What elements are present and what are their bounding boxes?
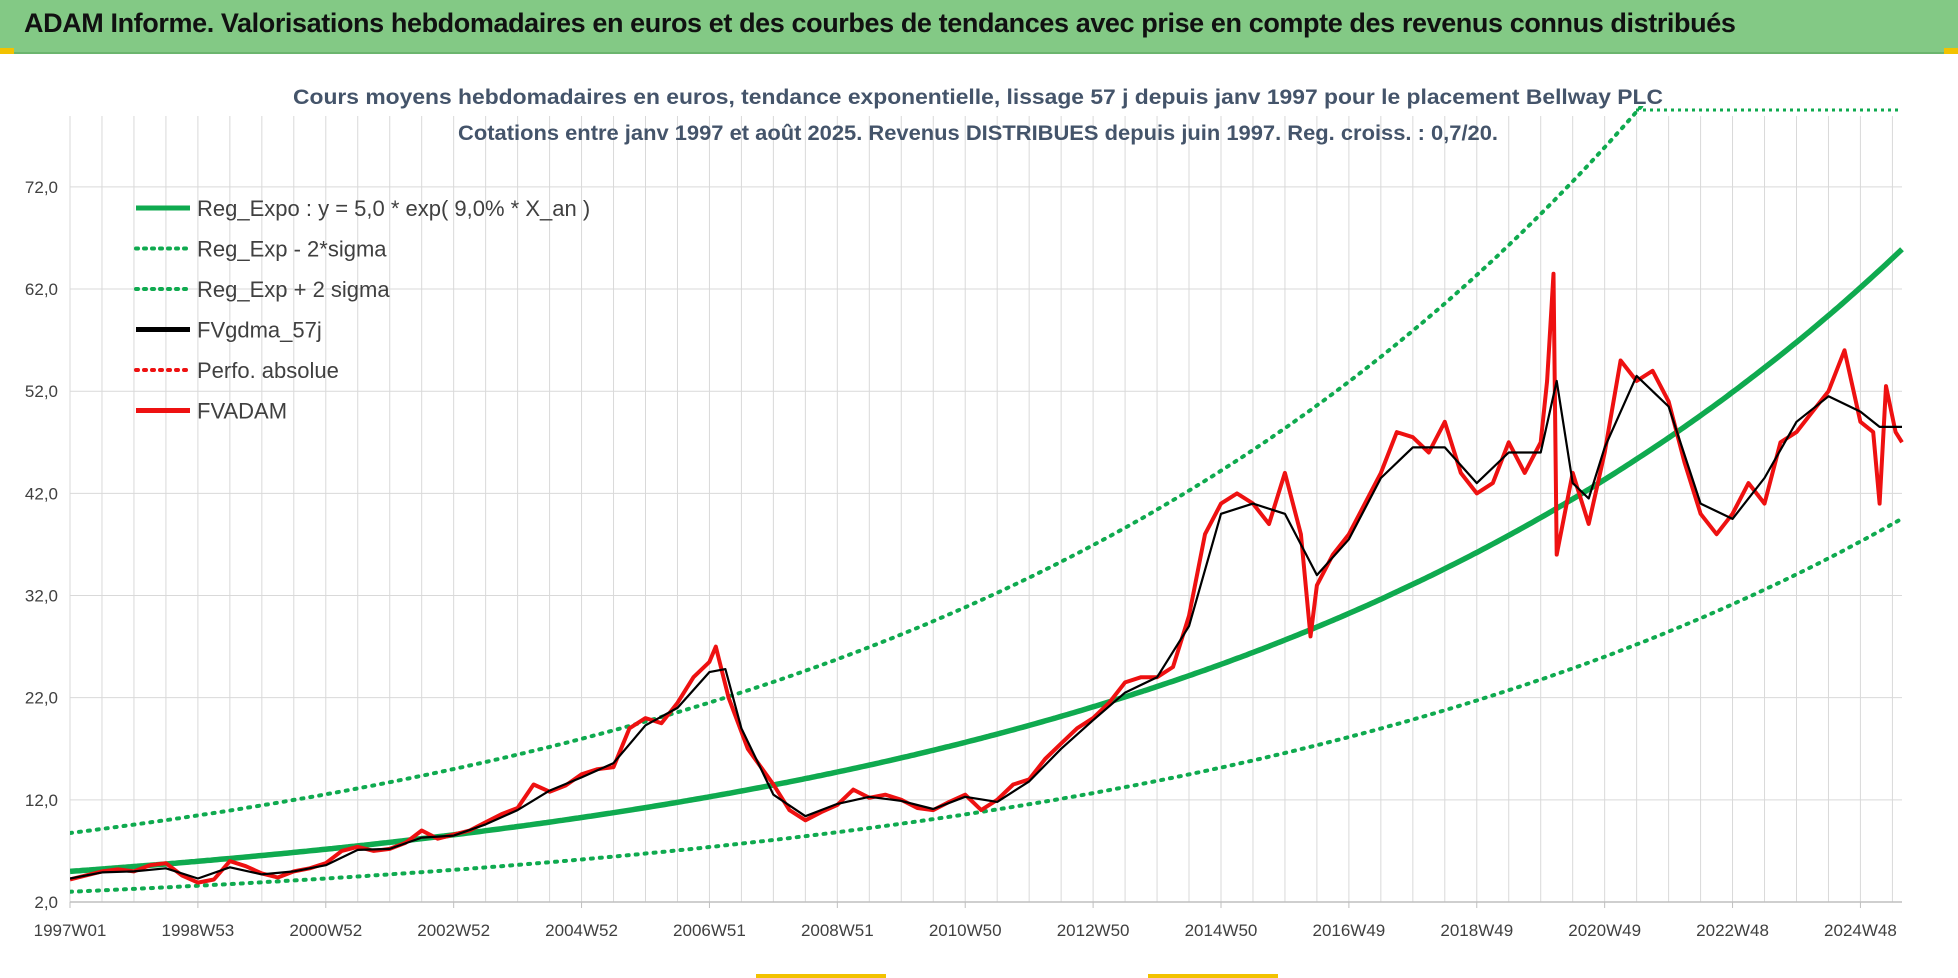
chart-subtitle: Cotations entre janv 1997 et août 2025. …	[458, 122, 1498, 145]
corner-mark-right	[1944, 48, 1958, 54]
series-reg-exp-plus-2-sigma	[70, 106, 1645, 835]
x-tick-label: 2016W49	[1312, 921, 1385, 940]
series	[70, 106, 1904, 894]
chart-title: Cours moyens hebdomadaires en euros, ten…	[293, 86, 1663, 109]
y-tick-label: 12,0	[25, 791, 58, 810]
x-tick-label: 2024W48	[1824, 921, 1897, 940]
legend-label: FVADAM	[197, 399, 287, 424]
legend-label: Reg_Exp + 2 sigma	[197, 277, 390, 302]
corner-mark-left	[0, 48, 14, 54]
x-tick-label: 2002W52	[417, 921, 490, 940]
y-tick-label: 62,0	[25, 280, 58, 299]
chart-title-group: Cours moyens hebdomadaires en euros, ten…	[293, 86, 1663, 145]
header-title: ADAM Informe. Valorisations hebdomadaire…	[24, 8, 1736, 38]
x-tick-label: 2004W52	[545, 921, 618, 940]
x-tick-label: 2008W51	[801, 921, 874, 940]
legend-label: Reg_Exp - 2*sigma	[197, 237, 387, 262]
series-reg-exp-minus-2-sigma	[70, 516, 1904, 894]
y-tick-label: 32,0	[25, 587, 58, 606]
x-tick-label: 2018W49	[1440, 921, 1513, 940]
series-reg-expo	[70, 247, 1904, 875]
legend-label: Perfo. absolue	[197, 358, 339, 383]
axes: 2,0 12,0 22,0 32,0 42,0 52,0 62,0 72,0 1997W01 19…	[25, 178, 1902, 940]
x-tick-label: 2010W50	[929, 921, 1002, 940]
x-tick-label: 2014W50	[1185, 921, 1258, 940]
x-tick-label: 2022W48	[1696, 921, 1769, 940]
y-tick-label: 42,0	[25, 484, 58, 503]
legend-label: Reg_Expo : y = 5,0 * exp( 9,0% * X_an )	[197, 196, 590, 221]
x-tick-label: 2020W49	[1568, 921, 1641, 940]
x-tick-label: 1998W53	[161, 921, 234, 940]
y-tick-label: 72,0	[25, 178, 58, 197]
x-tick-label: 2000W52	[289, 921, 362, 940]
legend: Reg_Expo : y = 5,0 * exp( 9,0% * X_an ) R…	[134, 196, 590, 424]
y-tick-label: 22,0	[25, 689, 58, 708]
bottom-mark-2	[1148, 974, 1278, 978]
x-tick-label: 2012W50	[1057, 921, 1130, 940]
bottom-mark-1	[756, 974, 886, 978]
x-tick-label: 1997W01	[34, 921, 107, 940]
legend-label: FVgdma_57j	[197, 318, 322, 343]
header-banner: ADAM Informe. Valorisations hebdomadaire…	[0, 0, 1958, 54]
y-tick-label: 52,0	[25, 382, 58, 401]
series-fvgdma-57j	[70, 374, 1902, 880]
y-tick-label: 2,0	[34, 893, 58, 912]
x-tick-label: 2006W51	[673, 921, 746, 940]
grid	[69, 116, 1902, 903]
